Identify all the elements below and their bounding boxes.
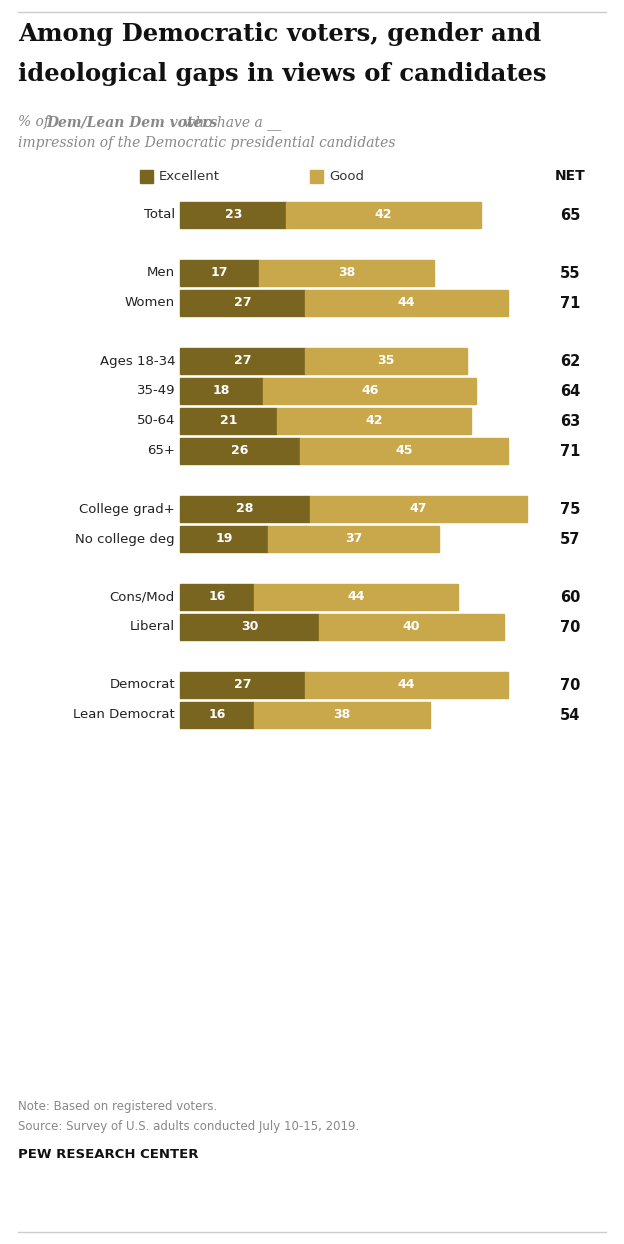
Text: 57: 57 [560,531,580,546]
Bar [180,583,254,610]
Text: 30: 30 [241,621,258,633]
Bar [180,438,300,464]
Bar [254,583,457,610]
Text: No college deg: No college deg [76,532,175,546]
Bar [305,290,509,316]
Text: Liberal: Liberal [130,621,175,633]
Text: Cons/Mod: Cons/Mod [110,591,175,603]
Bar [310,170,323,183]
Text: 47: 47 [409,503,427,515]
Text: 38: 38 [333,709,351,722]
Bar [286,202,480,228]
Text: 70: 70 [560,678,580,693]
Bar [180,615,319,639]
Bar [180,526,268,552]
Text: 18: 18 [213,384,230,398]
Bar [180,202,286,228]
Text: 42: 42 [366,414,383,428]
Text: Men: Men [147,266,175,280]
Bar [180,496,310,522]
Text: 65+: 65+ [147,444,175,458]
Bar [300,438,509,464]
Text: who have a __: who have a __ [179,114,281,129]
Text: 26: 26 [232,444,249,458]
Bar [254,702,430,728]
Text: Ages 18-34: Ages 18-34 [99,355,175,367]
Bar [305,672,509,698]
Text: % of: % of [18,114,54,129]
Text: 40: 40 [402,621,420,633]
Text: 54: 54 [560,708,580,723]
Bar [180,408,277,434]
Text: PEW RESEARCH CENTER: PEW RESEARCH CENTER [18,1148,198,1161]
Text: 23: 23 [225,209,242,221]
Bar [310,496,527,522]
Text: 27: 27 [233,296,251,310]
Text: 35: 35 [377,355,394,367]
Bar [180,348,305,374]
Bar [180,378,263,404]
Text: 27: 27 [233,678,251,692]
Bar [180,260,258,286]
Bar [180,290,305,316]
Text: Democrat: Democrat [109,678,175,692]
Text: 50-64: 50-64 [137,414,175,428]
Text: 19: 19 [215,532,233,546]
Text: 28: 28 [236,503,253,515]
Text: 35-49: 35-49 [137,384,175,398]
Text: Note: Based on registered voters.: Note: Based on registered voters. [18,1100,217,1113]
Text: Excellent: Excellent [159,170,220,183]
Text: 70: 70 [560,620,580,634]
Text: 42: 42 [375,209,392,221]
Text: 63: 63 [560,413,580,428]
Text: 21: 21 [220,414,237,428]
Text: 37: 37 [344,532,362,546]
Bar [305,348,467,374]
Text: 44: 44 [398,296,416,310]
Text: Total: Total [144,209,175,221]
Text: ideological gaps in views of candidates: ideological gaps in views of candidates [18,62,547,86]
Bar [263,378,476,404]
Text: Source: Survey of U.S. adults conducted July 10-15, 2019.: Source: Survey of U.S. adults conducted … [18,1120,359,1133]
Text: 62: 62 [560,353,580,368]
Text: 75: 75 [560,501,580,516]
Bar [140,170,153,183]
Bar [268,526,439,552]
Text: Women: Women [125,296,175,310]
Text: 45: 45 [396,444,413,458]
Text: 17: 17 [210,266,228,280]
Text: 64: 64 [560,383,580,398]
Bar [319,615,504,639]
Text: 71: 71 [560,296,580,311]
Text: 55: 55 [560,265,580,280]
Bar [258,260,434,286]
Text: Among Democratic voters, gender and: Among Democratic voters, gender and [18,22,541,46]
Text: impression of the Democratic presidential candidates: impression of the Democratic presidentia… [18,136,396,151]
Text: 44: 44 [347,591,364,603]
Text: 46: 46 [361,384,378,398]
Text: Good: Good [329,170,364,183]
Bar [180,672,305,698]
Text: Dem/Lean Dem voters: Dem/Lean Dem voters [46,114,217,129]
Text: 44: 44 [398,678,416,692]
Text: 27: 27 [233,355,251,367]
Bar [277,408,471,434]
Text: College grad+: College grad+ [79,503,175,515]
Text: 71: 71 [560,444,580,459]
Text: NET: NET [555,169,586,184]
Text: 16: 16 [208,591,226,603]
Text: 16: 16 [208,709,226,722]
Text: 65: 65 [560,208,580,223]
Text: Lean Democrat: Lean Democrat [73,709,175,722]
Bar [180,702,254,728]
Text: 60: 60 [560,590,580,605]
Text: 38: 38 [338,266,355,280]
